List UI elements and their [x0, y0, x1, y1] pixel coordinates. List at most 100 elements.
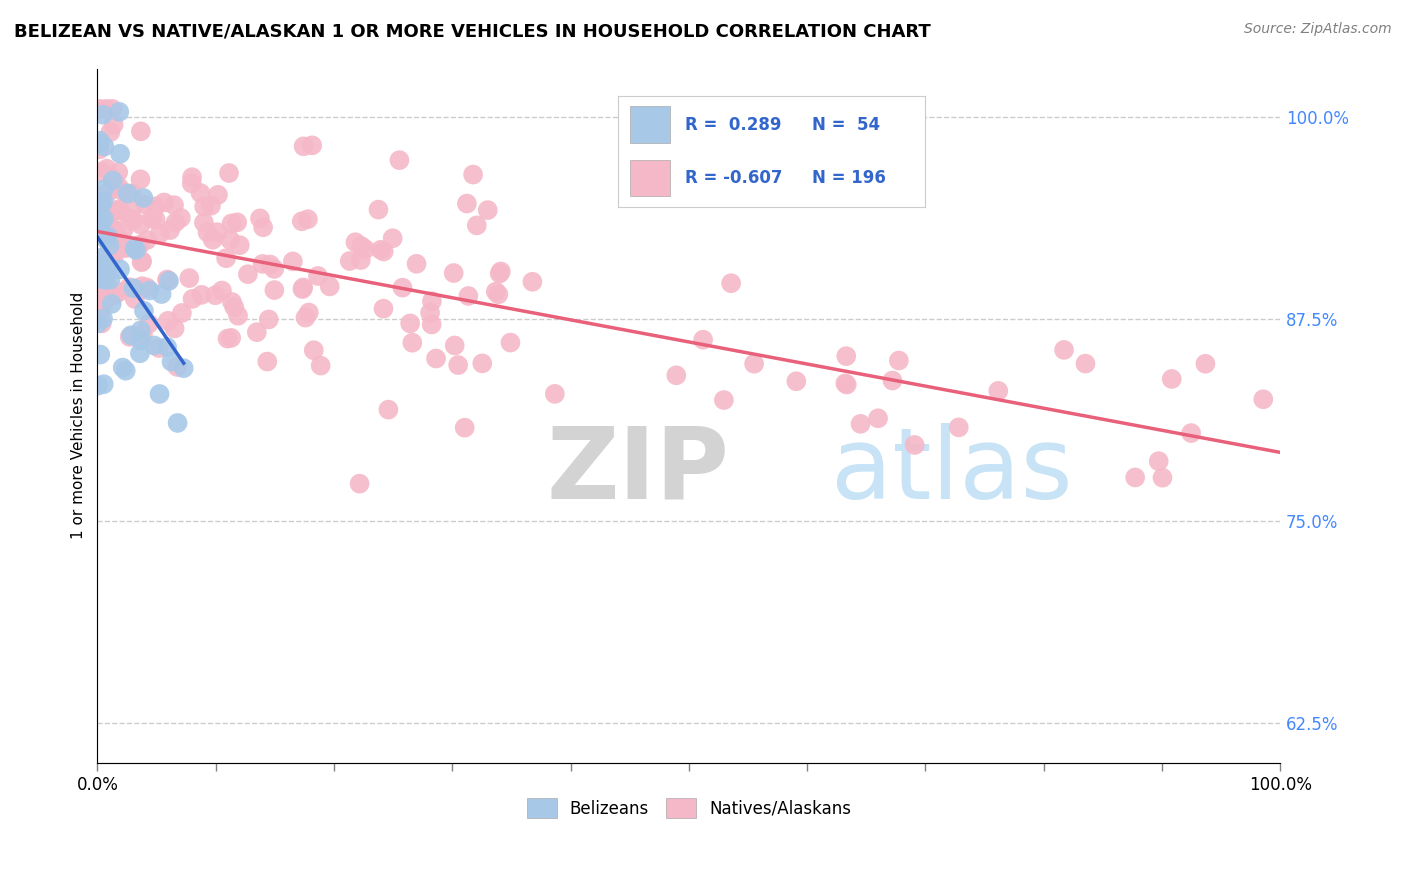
- Point: [236, 267, 259, 281]
- Point: [129, 323, 152, 337]
- Point: [291, 282, 314, 296]
- Point: [163, 198, 186, 212]
- Point: [224, 300, 246, 314]
- Point: [193, 199, 215, 213]
- Point: [401, 335, 423, 350]
- Point: [131, 255, 153, 269]
- Point: [259, 258, 281, 272]
- Point: [388, 153, 411, 168]
- Point: [302, 343, 325, 358]
- Point: [344, 235, 367, 250]
- Point: [292, 139, 315, 153]
- Text: ZIP: ZIP: [547, 423, 730, 520]
- Point: [98, 238, 121, 252]
- Point: [93, 258, 115, 272]
- Point: [1123, 470, 1146, 484]
- Point: [456, 196, 478, 211]
- Point: [118, 330, 141, 344]
- Point: [485, 285, 508, 299]
- Point: [217, 332, 239, 346]
- Point: [121, 186, 143, 201]
- Point: [87, 316, 110, 330]
- Point: [90, 317, 112, 331]
- Point: [89, 347, 111, 361]
- Point: [105, 243, 128, 257]
- Point: [121, 213, 143, 227]
- Point: [180, 177, 202, 191]
- Point: [1160, 372, 1182, 386]
- Point: [166, 359, 188, 374]
- Point: [309, 359, 332, 373]
- Point: [97, 227, 120, 242]
- Point: [486, 287, 509, 301]
- Point: [742, 357, 765, 371]
- Point: [93, 211, 115, 226]
- Point: [720, 276, 742, 290]
- Point: [90, 272, 112, 286]
- Point: [713, 392, 735, 407]
- Point: [834, 376, 856, 391]
- Point: [96, 223, 118, 237]
- Point: [91, 194, 114, 208]
- Point: [294, 310, 316, 325]
- Point: [93, 183, 115, 197]
- Point: [103, 175, 125, 189]
- Point: [207, 187, 229, 202]
- Point: [173, 361, 195, 376]
- Point: [160, 354, 183, 368]
- Point: [87, 378, 110, 392]
- Point: [97, 216, 120, 230]
- Point: [91, 298, 114, 312]
- Point: [350, 253, 373, 268]
- Point: [221, 295, 243, 310]
- Point: [190, 288, 212, 302]
- Point: [1147, 454, 1170, 468]
- Point: [138, 284, 160, 298]
- Point: [297, 212, 319, 227]
- Point: [849, 417, 872, 431]
- Point: [112, 222, 135, 236]
- Point: [94, 270, 117, 285]
- Point: [87, 136, 110, 151]
- Point: [887, 353, 910, 368]
- Point: [420, 318, 443, 332]
- Point: [170, 306, 193, 320]
- Point: [129, 172, 152, 186]
- Point: [89, 259, 111, 273]
- Point: [249, 211, 271, 226]
- Point: [93, 377, 115, 392]
- Point: [354, 242, 377, 256]
- Point: [101, 182, 124, 196]
- Point: [229, 238, 252, 252]
- Point: [90, 215, 112, 229]
- Point: [97, 260, 120, 275]
- Point: [90, 194, 112, 208]
- Point: [156, 272, 179, 286]
- Point: [87, 220, 110, 235]
- Point: [131, 279, 153, 293]
- Point: [207, 225, 229, 239]
- Point: [96, 283, 118, 297]
- Point: [201, 233, 224, 247]
- Point: [90, 279, 112, 293]
- Point: [97, 291, 120, 305]
- Point: [156, 273, 179, 287]
- Point: [391, 280, 413, 294]
- Point: [835, 377, 858, 392]
- Point: [114, 364, 136, 378]
- Point: [349, 476, 371, 491]
- Point: [121, 212, 143, 227]
- Point: [215, 251, 238, 265]
- Text: Source: ZipAtlas.com: Source: ZipAtlas.com: [1244, 22, 1392, 37]
- Point: [868, 411, 890, 425]
- Point: [128, 238, 150, 252]
- Point: [93, 278, 115, 293]
- Point: [101, 102, 124, 116]
- Point: [218, 166, 240, 180]
- Point: [107, 165, 129, 179]
- Point: [108, 262, 131, 277]
- Point: [148, 387, 170, 401]
- Point: [112, 186, 135, 200]
- Point: [100, 220, 122, 235]
- Point: [1074, 357, 1097, 371]
